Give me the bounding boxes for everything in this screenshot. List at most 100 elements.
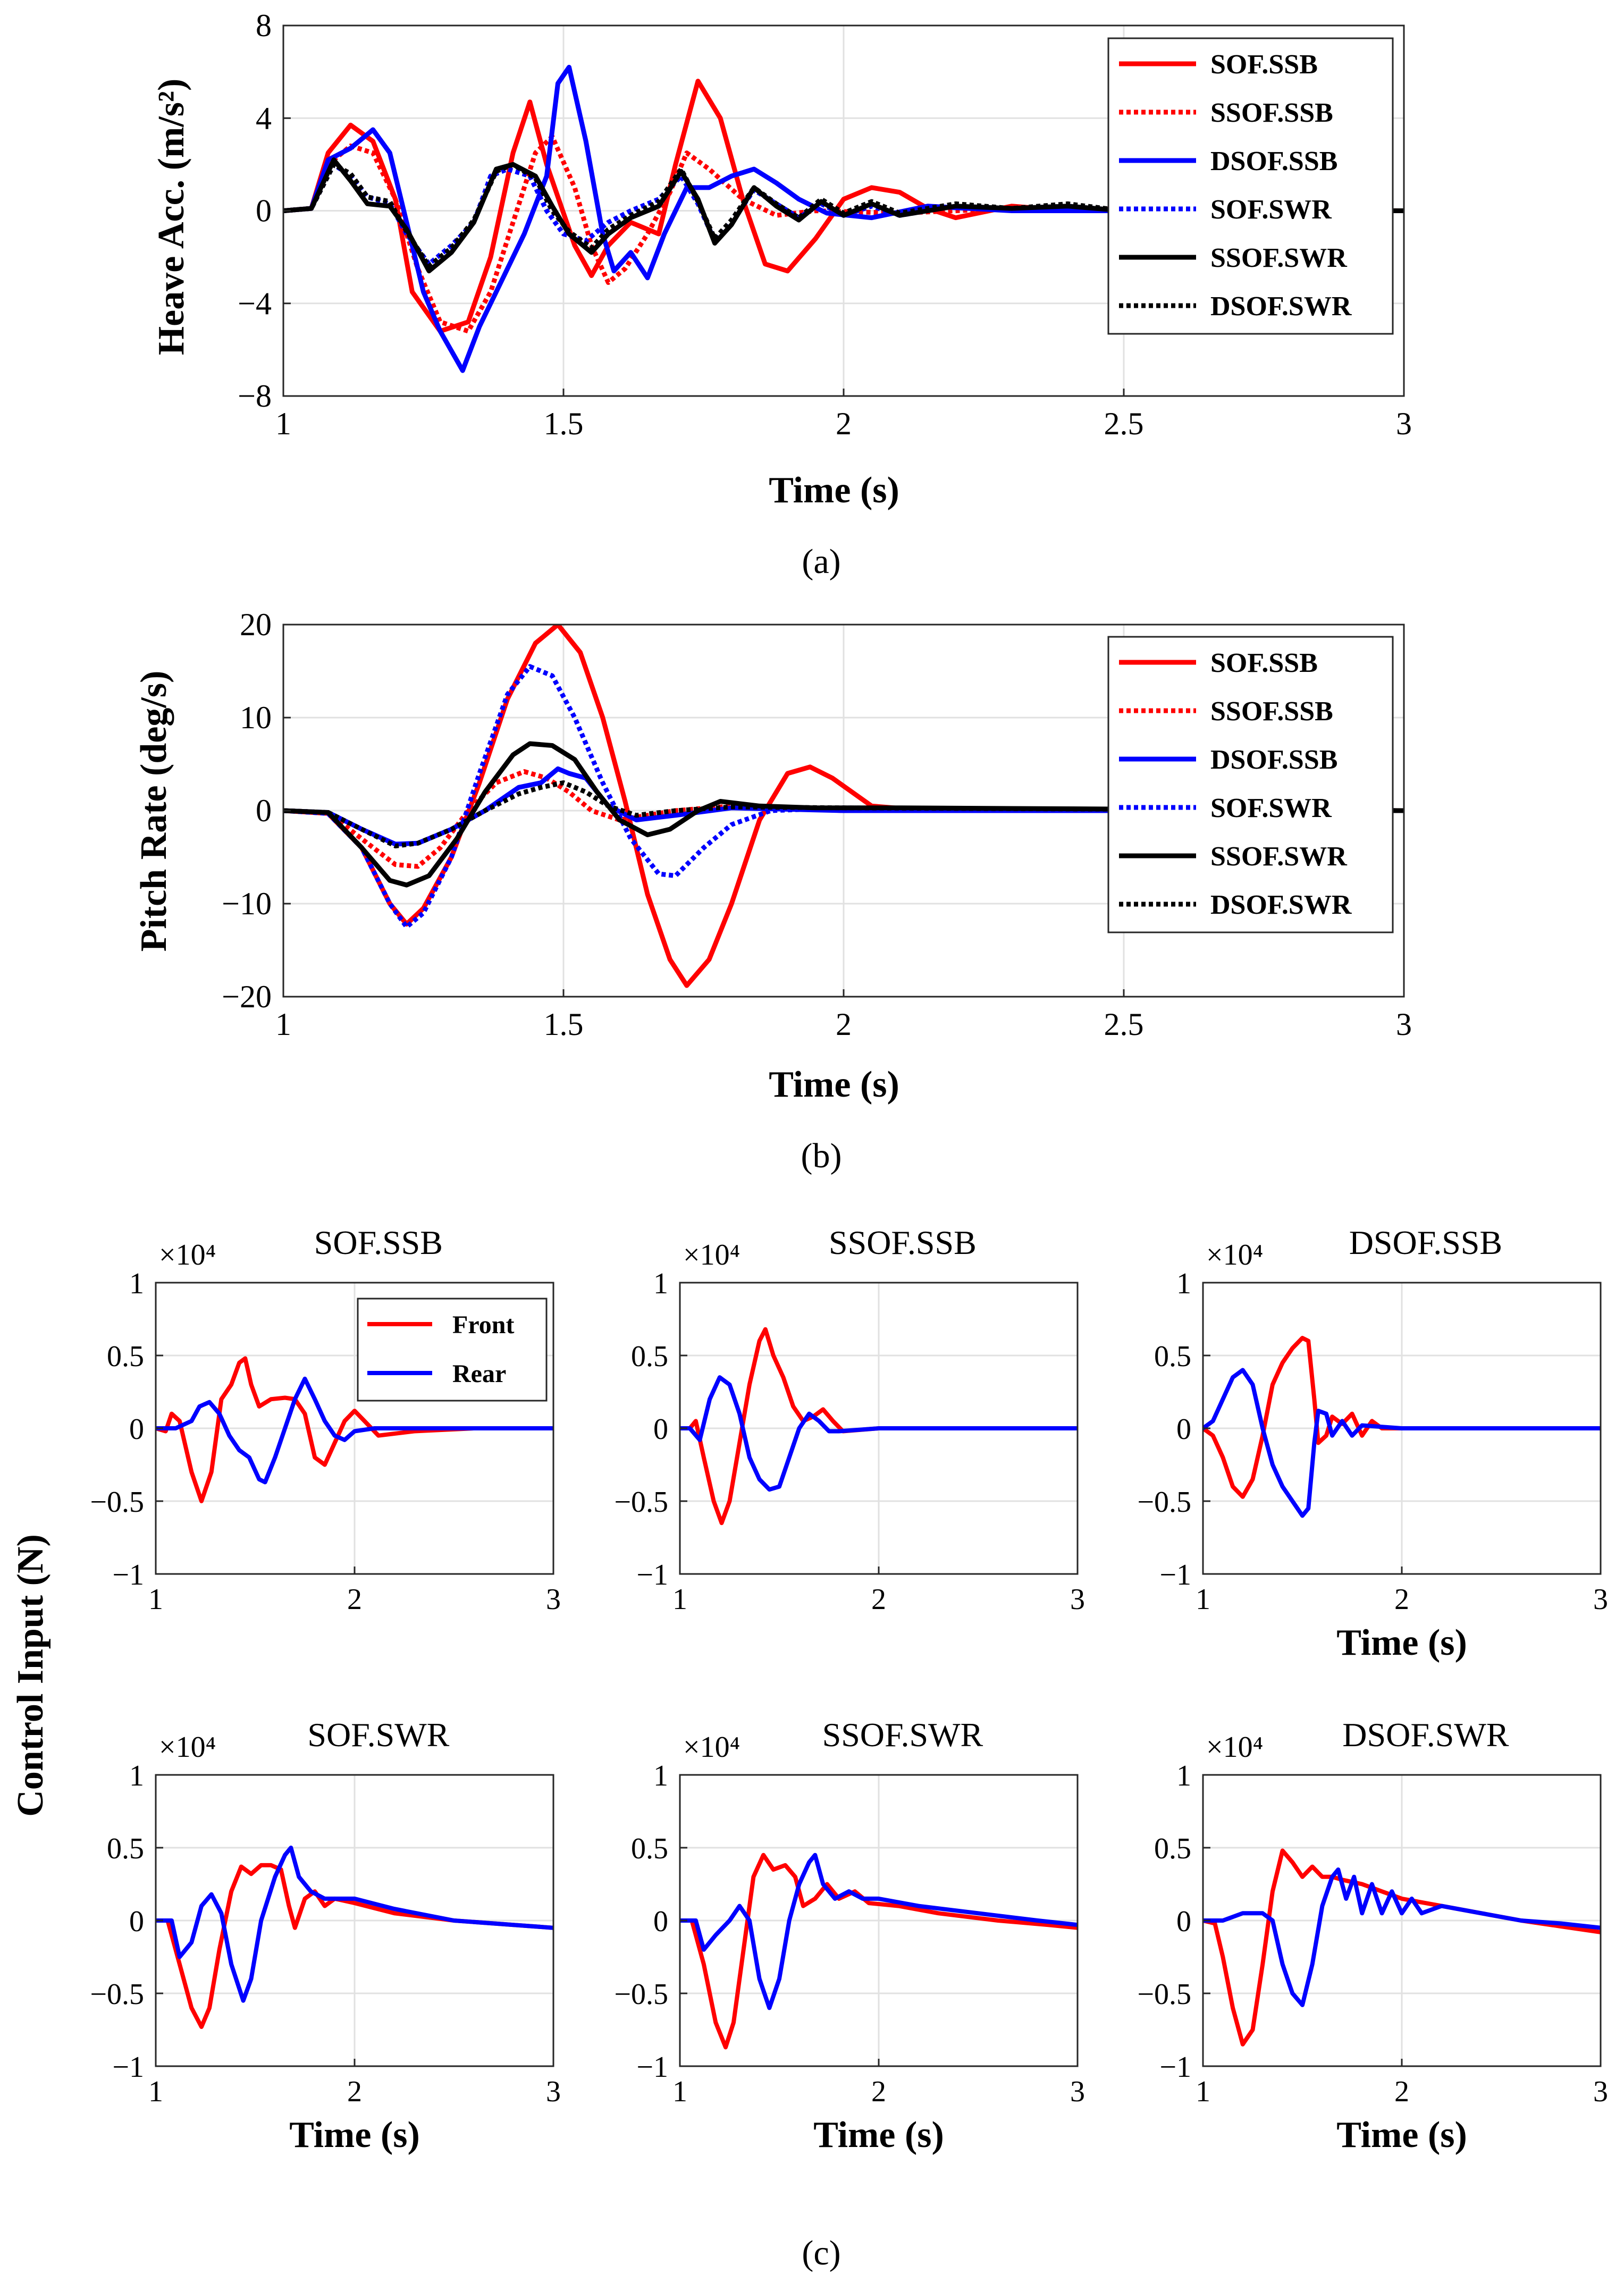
tick-label-y: −1 (1159, 1559, 1191, 1591)
series-line-rear (1203, 1867, 1601, 2007)
legend-label: SOF.SSB (1210, 49, 1318, 80)
legend-label: SSOF.SWR (1210, 841, 1348, 872)
series-line-dsof-swr (283, 780, 1404, 848)
tick-label-x: 2 (836, 1007, 852, 1042)
tick-label-y: 0.5 (1154, 1340, 1191, 1373)
series-line-ssof-ssb (283, 769, 1404, 869)
tick-label-x: 2 (347, 1583, 362, 1616)
subplot-xlabel: Time (s) (289, 2115, 420, 2155)
tick-label-y: −0.5 (1137, 1486, 1191, 1519)
series-line-sof-swr (283, 162, 1404, 267)
legend-label: SSOF.SWR (1210, 243, 1348, 273)
series-line-front (156, 1863, 553, 2029)
chart-c6: 1 2 3 −1 −0.5 0 0.5 1 ×10⁴ DSOF.SWR Time (s) (1137, 1716, 1608, 2155)
tick-label-y: −8 (238, 378, 272, 414)
series-line-sof-ssb (283, 79, 1404, 334)
chart-c3: 1 2 3 −1 −0.5 0 0.5 1 ×10⁴ DSOF.SSB Time (s) (1137, 1224, 1608, 1663)
subplot-xlabel: Time (s) (1336, 2115, 1467, 2155)
chart-c4: 1 2 3 −1 −0.5 0 0.5 1 ×10⁴ SOF.SWR Time (s) (90, 1716, 561, 2155)
chart-c1: 1 2 3 −1 −0.5 0 0.5 1 ×10⁴ SOF.SSB Front Rear (90, 1224, 561, 1616)
tick-label-x: 3 (546, 1583, 561, 1616)
tick-label-x: 1 (148, 2075, 163, 2108)
legend-label: DSOF.SSB (1210, 745, 1337, 775)
ylabel-heave-acc: Heave Acc. (m/s²) (151, 79, 192, 356)
tick-label-y: −1 (636, 1559, 668, 1591)
tick-label-y: 0 (1176, 1905, 1191, 1938)
tick-label-y: 1 (129, 1759, 144, 1792)
tick-label-y: 1 (129, 1267, 144, 1300)
series-line-sof-ssb (283, 625, 1404, 988)
tick-label-x: 1 (275, 1007, 291, 1042)
tick-label-y: 0 (653, 1905, 668, 1938)
tick-label-x: 1.5 (544, 1007, 584, 1042)
chart-c5: 1 2 3 −1 −0.5 0 0.5 1 ×10⁴ SSOF.SWR Time (s) (614, 1716, 1085, 2155)
legend-label: Rear (452, 1360, 506, 1388)
subplot-xlabel: Time (s) (1336, 1622, 1467, 1663)
tick-label-y: 1 (653, 1267, 668, 1300)
subplot-title: DSOF.SWR (1342, 1716, 1509, 1754)
subplot-title: SOF.SSB (314, 1224, 443, 1261)
tick-label-x: 2 (1394, 2075, 1409, 2108)
series-line-front (156, 1356, 553, 1503)
tick-label-y: 0.5 (631, 1832, 668, 1865)
tick-label-y: 0.5 (107, 1832, 144, 1865)
tick-label-x: 2 (871, 2075, 886, 2108)
tick-label-y: −0.5 (1137, 1978, 1191, 2011)
legend-label: DSOF.SSB (1210, 146, 1337, 176)
ylabel-control-input: Control Input (N) (10, 1534, 51, 1817)
tick-label-x: 3 (1396, 1007, 1412, 1042)
tick-label-y: −1 (636, 2051, 668, 2084)
tick-label-x: 1 (1196, 2075, 1210, 2108)
tick-label-x: 3 (1593, 2075, 1608, 2108)
tick-label-x: 2 (1394, 1583, 1409, 1616)
legend-label: SOF.SWR (1210, 195, 1332, 225)
caption-a: (a) (802, 542, 840, 581)
tick-label-x: 1.5 (544, 406, 584, 441)
series-line-front (680, 1852, 1078, 2050)
series-line-dsof-swr (283, 162, 1404, 269)
tick-label-y: 0 (256, 193, 272, 229)
tick-label-x: 3 (546, 2075, 561, 2108)
tick-label-y: −4 (238, 286, 272, 321)
tick-label-y: 0 (256, 793, 272, 828)
series-line-rear (156, 1846, 553, 2003)
series-line-front (680, 1327, 1078, 1526)
tick-label-x: 1 (275, 406, 291, 441)
tick-label-y: 1 (653, 1759, 668, 1792)
panel-b-pitch-rate: 1 1.5 2 2.5 3 −20 −10 0 10 20 SOF.SSB SSOF.SSB DSOF.… (222, 607, 1412, 1042)
tick-label-x: 1 (672, 1583, 687, 1616)
tick-label-x: 2 (836, 406, 852, 441)
caption-b: (b) (801, 1136, 842, 1175)
tick-label-y: −1 (112, 1559, 144, 1591)
xlabel-b: Time (s) (769, 1064, 899, 1105)
series-group (1203, 1848, 1601, 2047)
series-line-ssof-ssb (283, 134, 1404, 334)
caption-c: (c) (802, 2234, 840, 2272)
series-line-rear (156, 1376, 553, 1485)
subplot-title: SSOF.SWR (822, 1716, 983, 1754)
tick-label-y: 0.5 (631, 1340, 668, 1373)
tick-label-x: 3 (1396, 406, 1412, 441)
legend-label: SSOF.SSB (1210, 98, 1333, 128)
series-line-front (1203, 1336, 1601, 1499)
series-line-ssof-swr (283, 741, 1404, 888)
series-group (283, 625, 1404, 988)
series-group (680, 1327, 1078, 1526)
chart-c2: 1 2 3 −1 −0.5 0 0.5 1 ×10⁴ SSOF.SSB (614, 1224, 1085, 1616)
axis-exponent: ×10⁴ (683, 1239, 740, 1271)
tick-label-y: 4 (256, 100, 272, 136)
tick-label-y: 1 (1176, 1759, 1191, 1792)
tick-label-y: 10 (240, 700, 272, 735)
series-group (680, 1852, 1078, 2050)
legend-label: Front (452, 1311, 514, 1339)
legend-label: SOF.SWR (1210, 793, 1332, 823)
tick-label-y: 0 (129, 1413, 144, 1446)
tick-label-x: 1 (672, 2075, 687, 2108)
series-line-rear (680, 1852, 1078, 2010)
series-line-ssof-swr (283, 157, 1404, 274)
tick-label-y: 8 (256, 8, 272, 43)
legend-box (357, 1298, 548, 1402)
legend-label: DSOF.SWR (1210, 890, 1352, 920)
panel-a-heave-acceleration: 1 1.5 2 2.5 3 −8 −4 0 4 8 SOF.SSB SSOF.SSB DSOF.SSB S… (238, 8, 1412, 441)
